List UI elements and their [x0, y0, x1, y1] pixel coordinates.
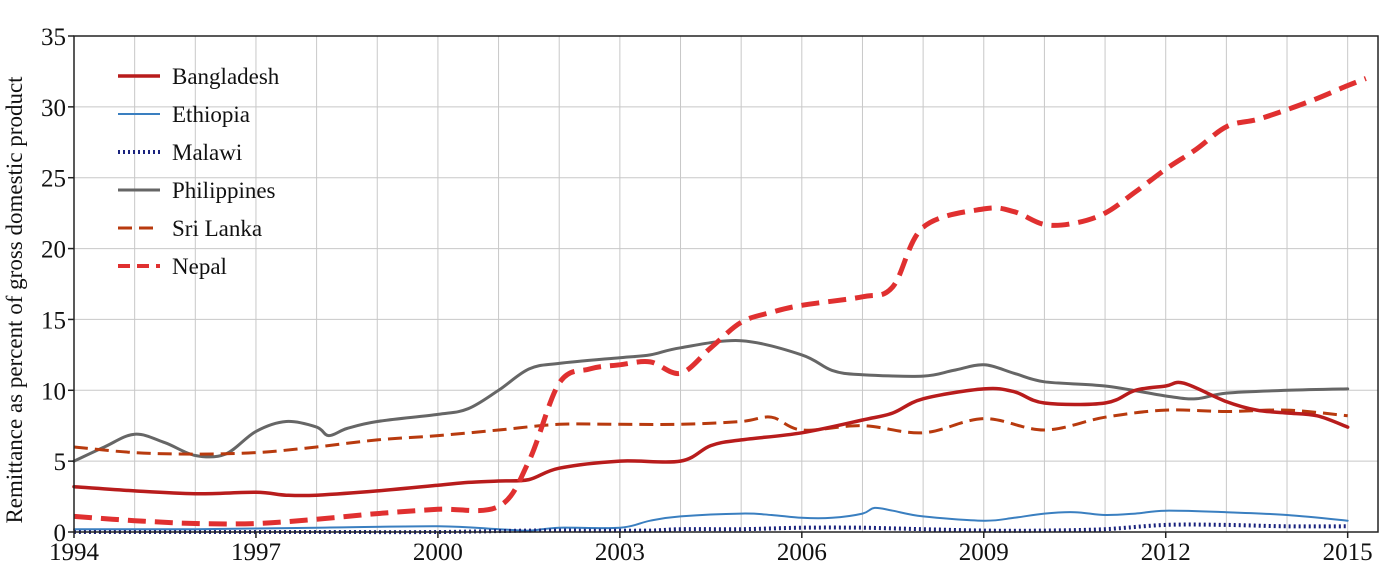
legend-label: Nepal — [172, 254, 227, 279]
x-tick-label: 2000 — [413, 539, 463, 566]
y-axis: 0 5 10 15 20 25 30 35 — [41, 24, 74, 547]
series-line-sri-lanka — [73, 408, 1348, 456]
series-line-bangladesh — [72, 380, 1350, 498]
x-tick-label: 2003 — [595, 539, 645, 566]
y-tick-label: 5 — [54, 449, 67, 476]
y-tick-label: 15 — [41, 307, 66, 334]
legend: Bangladesh Ethiopia Malawi Philippines Sri L… — [118, 64, 280, 279]
y-tick-label: 20 — [41, 237, 66, 264]
y-tick-label: 30 — [41, 95, 66, 122]
x-tick-label: 2006 — [777, 539, 827, 566]
plot-frame — [73, 35, 1379, 533]
legend-label: Malawi — [172, 140, 242, 165]
y-tick-label: 0 — [54, 520, 67, 547]
y-tick-label: 35 — [41, 24, 66, 51]
legend-label: Sri Lanka — [172, 216, 262, 241]
y-tick-label: 25 — [41, 166, 66, 193]
y-tick-label: 10 — [41, 378, 66, 405]
grid — [74, 36, 1378, 532]
y-axis-title: Remittance as percent of gross domestic … — [2, 76, 27, 524]
legend-label: Philippines — [172, 178, 276, 203]
x-tick-label: 2012 — [1141, 539, 1191, 566]
x-tick-label: 1994 — [49, 539, 100, 566]
x-tick-label: 2009 — [959, 539, 1009, 566]
legend-label: Bangladesh — [172, 64, 280, 89]
series-line-ethiopia — [73, 506, 1349, 532]
series-lines — [72, 76, 1367, 535]
series-line-malawi — [74, 522, 1348, 535]
x-tick-label: 2015 — [1323, 539, 1373, 566]
x-tick-label: 1997 — [231, 539, 281, 566]
series-line-nepal — [73, 76, 1367, 527]
series-line-philippines — [72, 339, 1350, 463]
x-axis: 1994 1997 2000 2003 2006 2009 2012 2015 — [49, 532, 1373, 566]
legend-label: Ethiopia — [172, 102, 250, 127]
